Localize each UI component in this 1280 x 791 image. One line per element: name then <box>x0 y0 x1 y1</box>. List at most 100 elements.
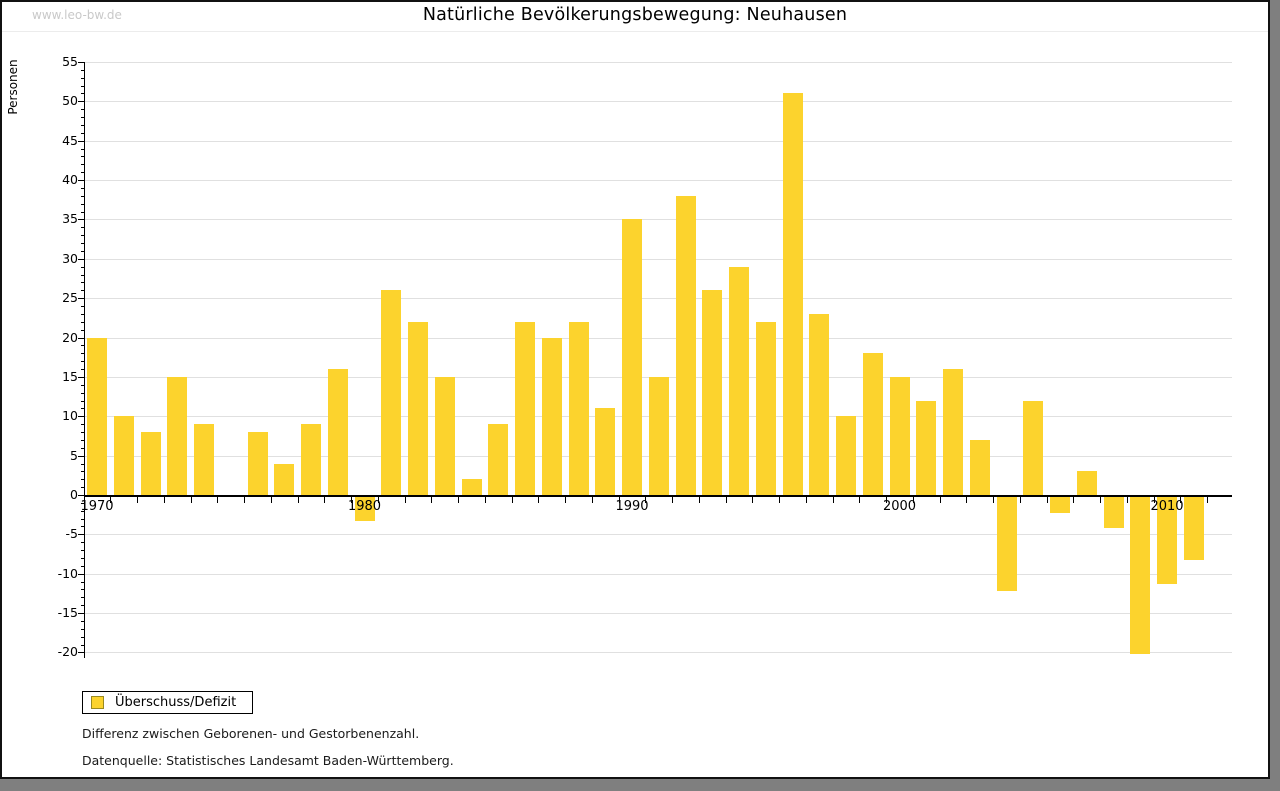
x-tick <box>672 497 674 503</box>
y-tick-minor <box>81 542 84 544</box>
y-tick-minor <box>81 424 84 426</box>
y-tick-minor <box>81 384 84 386</box>
y-tick-minor <box>81 408 84 410</box>
x-tick <box>1100 497 1102 503</box>
x-tick <box>1207 497 1209 503</box>
y-tick-label: -20 <box>57 644 78 660</box>
x-tick <box>431 497 433 503</box>
y-tick-minor <box>81 85 84 87</box>
bar-1990 <box>622 219 642 495</box>
y-tick-label: 40 <box>62 172 78 188</box>
y-tick-minor <box>81 124 84 126</box>
y-tick-minor <box>81 69 84 71</box>
y-tick-minor <box>81 439 84 441</box>
x-tick-label: 2010 <box>1150 499 1184 514</box>
bar-1989 <box>595 408 616 495</box>
bar-2007 <box>1076 471 1097 495</box>
x-tick <box>1153 497 1155 503</box>
bar-1977 <box>274 463 295 495</box>
x-tick <box>591 497 593 503</box>
gridline <box>84 613 1232 615</box>
bar-1976 <box>247 432 268 495</box>
x-tick <box>511 497 513 503</box>
y-tick-minor <box>81 164 84 166</box>
y-tick-major <box>78 337 84 339</box>
y-tick-minor <box>81 282 84 284</box>
y-tick-minor <box>81 432 84 434</box>
y-tick-minor <box>81 148 84 150</box>
x-tick <box>1019 497 1021 503</box>
gridline <box>84 180 1232 182</box>
y-tick-minor <box>81 628 84 630</box>
y-tick-minor <box>81 266 84 268</box>
data-source-note: Datenquelle: Statistisches Landesamt Bad… <box>82 753 454 768</box>
y-tick-minor <box>81 589 84 591</box>
y-tick-major <box>78 534 84 536</box>
bar-2004 <box>996 497 1017 592</box>
x-tick <box>137 497 139 503</box>
gridline <box>84 534 1232 536</box>
y-tick-label: 15 <box>62 368 78 384</box>
bar-1997 <box>809 313 830 495</box>
y-tick-minor <box>81 187 84 189</box>
x-tick <box>832 497 834 503</box>
y-tick-minor <box>81 597 84 599</box>
y-tick-major <box>78 455 84 457</box>
y-tick-label: 10 <box>62 408 78 424</box>
x-tick <box>912 497 914 503</box>
bar-1983 <box>434 376 455 495</box>
y-axis-line <box>84 62 85 658</box>
y-tick-major <box>78 376 84 378</box>
y-tick-minor <box>81 117 84 119</box>
y-tick-label: 55 <box>62 54 78 69</box>
y-tick-label: 0 <box>70 487 78 502</box>
y-tick-minor <box>81 77 84 79</box>
x-tick <box>886 497 888 503</box>
legend-swatch-icon <box>91 696 104 709</box>
x-tick <box>110 497 112 503</box>
bar-1982 <box>408 321 428 495</box>
x-tick <box>458 497 460 503</box>
bar-1999 <box>862 353 883 495</box>
x-tick-label: 1970 <box>80 499 114 514</box>
y-tick-minor <box>81 235 84 237</box>
y-tick-label: -15 <box>57 605 78 621</box>
bar-1985 <box>488 424 509 495</box>
x-tick <box>752 497 754 503</box>
y-tick-minor <box>81 329 84 331</box>
gridline <box>84 298 1232 300</box>
x-tick <box>565 497 567 503</box>
y-tick-major <box>78 62 84 63</box>
bar-2010 <box>1157 497 1177 584</box>
x-tick <box>190 497 192 503</box>
gridline <box>84 258 1232 260</box>
bar-1988 <box>568 321 589 495</box>
bar-1984 <box>461 479 482 495</box>
y-tick-minor <box>81 400 84 402</box>
y-tick-minor <box>81 203 84 205</box>
y-tick-minor <box>81 605 84 607</box>
bar-1987 <box>541 337 562 495</box>
bar-2003 <box>969 439 990 495</box>
bar-1973 <box>167 376 188 495</box>
bar-1994 <box>729 266 749 495</box>
header-separator <box>2 31 1268 32</box>
y-tick-minor <box>81 290 84 292</box>
y-tick-minor <box>81 581 84 583</box>
bar-1981 <box>381 290 402 495</box>
y-tick-label: -10 <box>57 565 78 581</box>
y-tick-major <box>78 416 84 418</box>
x-tick <box>244 497 246 503</box>
y-tick-minor <box>81 243 84 245</box>
y-tick-minor <box>81 321 84 323</box>
bar-1971 <box>113 416 134 495</box>
y-tick-major <box>78 298 84 300</box>
bar-1970 <box>87 337 107 495</box>
x-tick <box>939 497 941 503</box>
x-tick <box>297 497 299 503</box>
x-tick <box>1126 497 1128 503</box>
y-tick-minor <box>81 636 84 638</box>
x-tick <box>163 497 165 503</box>
x-tick <box>966 497 968 503</box>
gridline <box>84 652 1232 654</box>
